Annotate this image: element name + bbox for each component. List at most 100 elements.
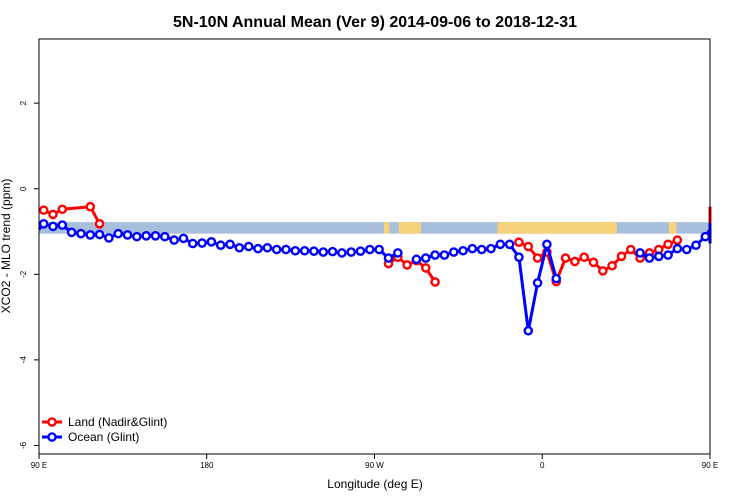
- ocean-data-point: [523, 325, 534, 336]
- land-data-point: [532, 253, 543, 263]
- ocean-data-point: [206, 236, 217, 247]
- x-tick-label: 0: [540, 461, 545, 470]
- ocean-data-point: [48, 221, 58, 232]
- ocean-data-point: [104, 233, 114, 243]
- ocean-data-point: [94, 229, 105, 240]
- ocean-data-point: [132, 231, 142, 242]
- ocean-data-point: [383, 253, 394, 263]
- land-data-point: [420, 263, 431, 273]
- ocean-data-point: [644, 253, 655, 263]
- ocean-data-point: [532, 278, 543, 288]
- ocean-data-point: [66, 227, 77, 238]
- y-tick-label: 2: [19, 100, 28, 105]
- ocean-data-point: [215, 240, 226, 251]
- ocean-data-point: [113, 228, 124, 239]
- ocean-band: [39, 222, 710, 234]
- ocean-data-point: [635, 248, 645, 258]
- y-axis-label: XCO2 - MLO trend (ppm): [0, 179, 13, 314]
- ocean-data-point: [672, 243, 683, 254]
- legend-land-label: Land (Nadir&Glint): [68, 415, 167, 429]
- ocean-data-point: [542, 239, 552, 250]
- ocean-data-point: [486, 243, 496, 254]
- ocean-data-point: [327, 246, 338, 257]
- ocean-data-point: [178, 233, 189, 244]
- ocean-data-point: [430, 250, 440, 260]
- ocean-data-point: [290, 245, 301, 256]
- land-data-point: [514, 237, 524, 248]
- ocean-data-point: [225, 239, 235, 250]
- y-tick-label: -2: [19, 270, 28, 278]
- ocean-data-point: [653, 251, 664, 262]
- legend-ocean-label: Ocean (Glint): [68, 430, 139, 444]
- y-tick-label: -6: [19, 441, 28, 449]
- land-data-point: [663, 239, 673, 250]
- ocean-data-point: [318, 247, 329, 257]
- land-data-point: [579, 252, 589, 262]
- ocean-data-point: [262, 242, 273, 253]
- ocean-data-point: [122, 230, 133, 240]
- ocean-data-point: [337, 248, 347, 258]
- ocean-data-point: [85, 230, 96, 240]
- ocean-data-point: [420, 253, 431, 263]
- ocean-data-point: [551, 273, 562, 284]
- land-data-point: [625, 244, 636, 255]
- land-data-point: [85, 201, 96, 212]
- legend: Land (Nadir&Glint) Ocean (Glint): [42, 415, 167, 444]
- ocean-data-point: [476, 244, 487, 255]
- land-data-point: [607, 260, 617, 271]
- ocean-data-point: [243, 241, 254, 252]
- land-data-point: [523, 241, 534, 252]
- land-data-point: [38, 205, 49, 215]
- ocean-data-point: [76, 228, 86, 239]
- ocean-data-point: [150, 231, 161, 241]
- land-data-point: [402, 260, 412, 270]
- chart-title: 5N-10N Annual Mean (Ver 9) 2014-09-06 to…: [173, 14, 577, 31]
- ocean-data-point: [700, 231, 711, 242]
- ocean-data-point: [197, 238, 207, 248]
- ocean-data-point: [355, 246, 366, 257]
- land-data-point: [616, 251, 627, 262]
- ocean-data-point: [392, 248, 403, 258]
- land-data-point: [672, 235, 683, 245]
- land-band-segment: [497, 222, 617, 234]
- ocean-data-point: [299, 245, 310, 256]
- land-data-point: [57, 204, 68, 215]
- ocean-data-point: [467, 243, 478, 254]
- x-axis: 90 E 180 90 W 0 90 E: [31, 454, 718, 470]
- ocean-data-point: [691, 240, 701, 251]
- ocean-data-point: [234, 242, 245, 253]
- y-axis: -6 -4 -2 0 2: [19, 100, 39, 449]
- ocean-data-point: [281, 244, 291, 255]
- ocean-data-point: [38, 219, 49, 229]
- land-data-point: [598, 266, 608, 276]
- ocean-data-point: [160, 231, 170, 242]
- land-data-point: [570, 256, 580, 267]
- ocean-data-point: [439, 250, 450, 260]
- ocean-data-point: [374, 244, 384, 255]
- land-data-point: [588, 257, 599, 268]
- ocean-data-point: [681, 244, 692, 255]
- ocean-data-point: [514, 252, 524, 262]
- land-data-point: [94, 219, 105, 229]
- land-data-point: [560, 253, 571, 263]
- legend-land-marker: [47, 417, 57, 427]
- ocean-data-point: [663, 250, 673, 260]
- y-tick-label: -4: [19, 356, 28, 364]
- land-data-point: [48, 209, 58, 220]
- x-tick-label: 90 E: [31, 461, 47, 470]
- land-ocean-mask-band: [39, 222, 710, 234]
- land-data-point: [430, 277, 440, 287]
- plot-area: [37, 38, 712, 455]
- ocean-data-point: [309, 246, 319, 257]
- x-tick-label: 90 E: [702, 461, 718, 470]
- ocean-data-point: [57, 220, 68, 230]
- ocean-data-point: [365, 244, 375, 255]
- ocean-data-point: [346, 247, 357, 257]
- ocean-data-point: [187, 238, 198, 249]
- x-axis-label: Longitude (deg E): [327, 477, 422, 491]
- ocean-data-point: [458, 245, 468, 256]
- ocean-data-point: [253, 243, 263, 254]
- land-band-segment: [383, 222, 390, 234]
- legend-ocean-marker: [47, 432, 57, 442]
